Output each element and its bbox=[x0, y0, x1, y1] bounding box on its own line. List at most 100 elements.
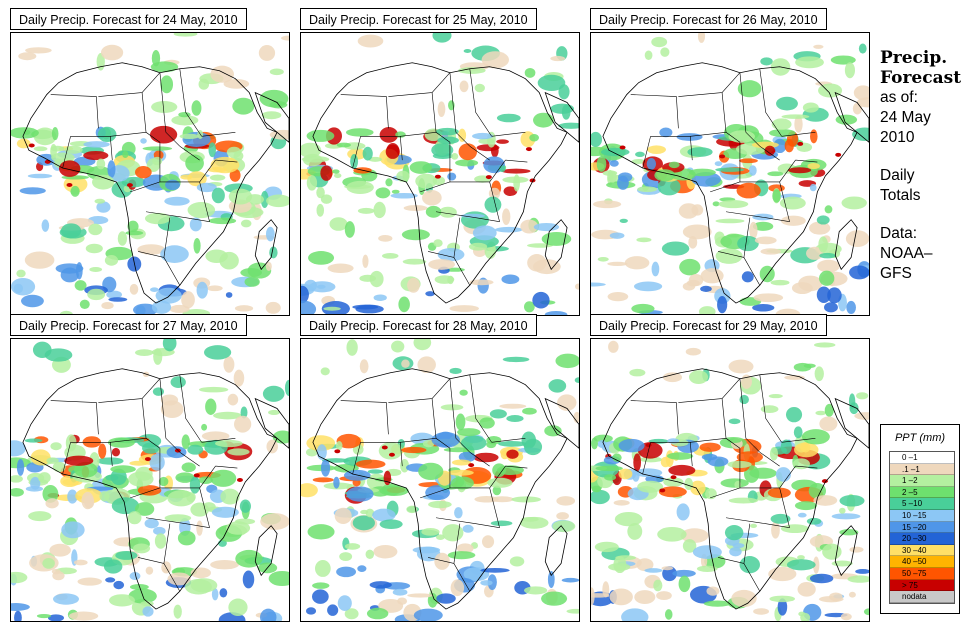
precip-cell bbox=[198, 386, 229, 393]
precip-cell bbox=[379, 127, 399, 143]
precip-cell bbox=[265, 261, 272, 271]
precip-cell bbox=[373, 201, 386, 219]
country-border bbox=[491, 437, 526, 443]
precip-cell bbox=[205, 398, 217, 415]
precip-cell bbox=[51, 152, 75, 163]
precip-cell bbox=[608, 340, 619, 353]
precip-cell bbox=[556, 496, 576, 506]
precip-field bbox=[591, 33, 869, 315]
legend-item: 10 –15 bbox=[890, 509, 954, 522]
storm-core bbox=[529, 178, 536, 183]
country-border bbox=[360, 131, 437, 137]
legend-swatch: .1 –1 bbox=[890, 463, 954, 476]
precip-cell bbox=[511, 496, 541, 503]
precip-cell bbox=[170, 376, 186, 388]
storm-core bbox=[525, 147, 532, 152]
asof-date-line1: 24 May bbox=[880, 109, 931, 126]
precip-cell bbox=[87, 288, 106, 301]
panel-title: Daily Precip. Forecast for 26 May, 2010 bbox=[590, 8, 827, 30]
precip-cell bbox=[407, 593, 434, 598]
coastline bbox=[312, 368, 568, 610]
precip-cell bbox=[863, 608, 869, 616]
precip-cell bbox=[189, 217, 202, 232]
precip-cell bbox=[698, 306, 716, 315]
precip-cell bbox=[160, 245, 189, 263]
precip-cell bbox=[190, 567, 211, 579]
precip-cell bbox=[67, 489, 78, 504]
country-border bbox=[781, 131, 816, 137]
precip-cell bbox=[162, 339, 177, 352]
precip-cell bbox=[780, 439, 792, 455]
precip-cell bbox=[336, 566, 357, 578]
legend-item: 2 –5 bbox=[890, 486, 954, 499]
precip-cell bbox=[637, 480, 664, 493]
precip-cell bbox=[486, 441, 497, 449]
country-border bbox=[759, 145, 780, 161]
coastline bbox=[544, 219, 568, 271]
country-border bbox=[62, 136, 71, 169]
precip-cell bbox=[306, 175, 318, 191]
precip-cell bbox=[390, 192, 418, 199]
country-border bbox=[388, 72, 451, 97]
precip-cell bbox=[661, 241, 690, 256]
country-border bbox=[159, 378, 180, 453]
precip-cell bbox=[129, 572, 141, 580]
precip-cell bbox=[634, 468, 663, 478]
precip-cell bbox=[487, 477, 513, 488]
precip-cell bbox=[819, 270, 835, 286]
precip-cell bbox=[150, 287, 159, 292]
precip-cell bbox=[682, 539, 697, 553]
country-border bbox=[399, 136, 403, 161]
precip-cell bbox=[181, 434, 190, 450]
precip-cell bbox=[357, 207, 375, 214]
precip-map-2 bbox=[300, 32, 580, 316]
precip-cell bbox=[365, 549, 375, 559]
africa-map bbox=[591, 340, 869, 621]
precip-cell bbox=[11, 127, 39, 139]
precip-cell bbox=[660, 47, 670, 57]
precip-cell bbox=[468, 242, 488, 251]
country-border bbox=[145, 211, 210, 222]
country-border bbox=[642, 136, 651, 169]
precip-cell bbox=[391, 189, 400, 194]
precip-cell bbox=[472, 132, 494, 140]
precip-cell bbox=[753, 293, 784, 303]
precip-cell bbox=[798, 611, 806, 617]
precip-cell bbox=[481, 535, 495, 549]
precip-cell bbox=[367, 469, 384, 474]
legend-label: 40 –50 bbox=[902, 557, 927, 567]
precip-cell bbox=[785, 407, 803, 423]
precip-cell bbox=[829, 592, 843, 602]
storm-core bbox=[381, 445, 388, 450]
precip-cell bbox=[396, 170, 410, 182]
legend-item: > 75 bbox=[890, 579, 954, 592]
precip-cell bbox=[502, 208, 511, 226]
precip-cell bbox=[49, 543, 71, 557]
legend-label: 1 –2 bbox=[902, 476, 918, 486]
precip-cell bbox=[792, 458, 810, 470]
precip-cell bbox=[362, 254, 369, 268]
precip-cell bbox=[440, 404, 464, 411]
precip-cell bbox=[712, 201, 720, 207]
precip-cell bbox=[373, 294, 387, 301]
africa-map bbox=[11, 339, 289, 621]
precip-cell bbox=[771, 118, 792, 131]
precip-cell bbox=[58, 160, 81, 177]
precip-cell bbox=[509, 556, 525, 567]
country-border bbox=[650, 131, 727, 137]
country-border bbox=[138, 557, 164, 564]
precip-cell bbox=[101, 301, 114, 310]
country-border bbox=[420, 142, 451, 193]
precip-cell bbox=[96, 158, 106, 170]
precip-cell bbox=[824, 205, 833, 214]
precip-cell bbox=[839, 507, 846, 514]
panel-title: Daily Precip. Forecast for 28 May, 2010 bbox=[300, 314, 537, 336]
precip-cell bbox=[668, 464, 696, 476]
precip-cell bbox=[699, 442, 721, 452]
precip-cell bbox=[574, 377, 579, 383]
precip-cell bbox=[42, 558, 55, 569]
country-border bbox=[739, 72, 760, 147]
country-border bbox=[215, 159, 238, 163]
country-border bbox=[145, 517, 210, 528]
precip-cell bbox=[435, 127, 459, 136]
